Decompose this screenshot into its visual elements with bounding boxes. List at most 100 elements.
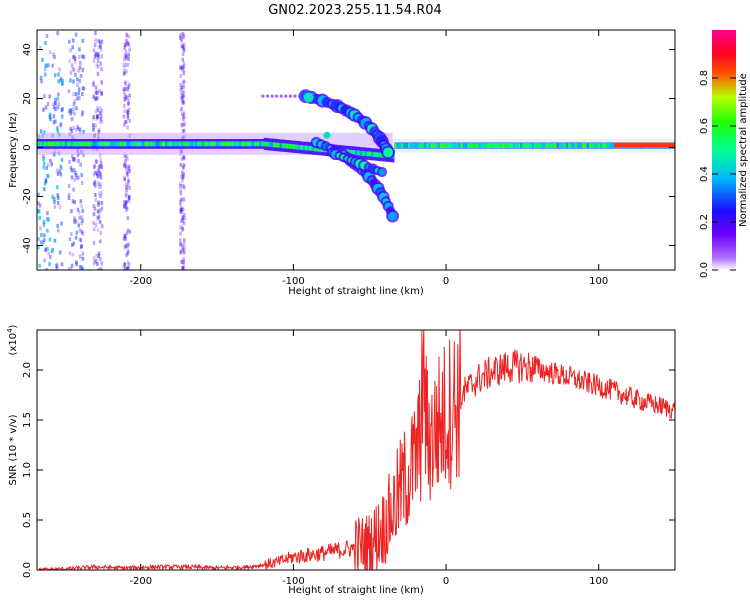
heatmap-cell [446,143,450,148]
heatmap-cell [182,71,186,76]
heatmap-cell [357,150,361,156]
heatmap-cell [188,141,191,147]
heatmap-cell [252,141,255,147]
heatmap-cell [103,141,106,147]
heatmap-cell [100,67,103,72]
heatmap-cell [81,218,84,223]
heatmap-cell [82,153,85,158]
heatmap-cell [99,239,102,244]
heatmap-cell [127,43,131,48]
heatmap-cell [405,143,409,148]
heatmap-cell [492,143,496,148]
heatmap-cell [128,168,131,173]
heatmap-cell [38,209,41,214]
heatmap-blob [383,147,393,158]
heatmap-cell [68,39,71,44]
heatmap-cell [554,143,557,148]
heatmap-cell [99,61,102,66]
heatmap-cell [123,245,126,250]
heatmap-cell [504,143,507,148]
heatmap-cell [215,141,219,147]
heatmap-cell [304,145,308,151]
heatmap-cell [124,53,128,58]
heatmap-blob [293,94,297,98]
heatmap-cell [123,162,126,167]
heatmap-cell [182,61,186,65]
x-tick-label: 0 [443,576,449,587]
heatmap-cell [79,199,83,204]
heatmap-cell [414,143,418,148]
heatmap-cell [183,111,186,116]
heatmap-cell [153,141,157,147]
heatmap-cell [182,46,186,51]
heatmap-cell [99,184,102,189]
heatmap-cell [58,67,61,72]
heatmap-cell [54,119,57,124]
heatmap-cell [284,143,287,149]
heatmap-cell [57,79,60,84]
heatmap-cell [156,141,159,147]
heatmap-cell [182,175,185,180]
heatmap-cell [44,178,48,183]
heatmap-cell [99,157,102,162]
heatmap-cell [298,144,301,150]
heatmap-cell [50,162,53,167]
heatmap-cell [182,172,185,177]
heatmap-cell [426,143,429,148]
heatmap-cell [180,219,183,224]
heatmap-cell [127,52,130,57]
heatmap-cell [59,78,62,83]
heatmap-cell [73,200,76,205]
heatmap-cell [96,215,100,220]
heatmap-cell [93,227,96,232]
heatmap-cell [476,143,480,148]
heatmap-cell [247,141,251,147]
heatmap-cell [453,143,457,148]
heatmap-cell [52,105,56,110]
heatmap-cell [96,114,99,118]
heatmap-cell [74,92,78,97]
heatmap-cell [435,143,438,148]
heatmap-cell [125,69,128,74]
heatmap-cell [180,207,183,212]
heatmap-cell [123,66,126,71]
heatmap-cell [179,231,182,236]
heatmap-cell [42,157,45,161]
heatmap-cell [217,141,221,147]
heatmap-cell [78,237,82,242]
heatmap-cell [67,183,71,188]
heatmap-cell [182,265,186,270]
heatmap-cell [97,254,100,259]
heatmap-cell [126,267,129,270]
heatmap-cell [165,141,168,147]
heatmap-cell [75,106,78,111]
heatmap-cell [96,90,99,95]
heatmap-cell [181,57,184,62]
heatmap-cell [57,141,61,147]
heatmap-cell [182,94,186,99]
heatmap-cell [81,86,85,91]
heatmap-cell [127,99,130,103]
heatmap-cell [181,93,184,98]
heatmap-cell [439,143,443,148]
heatmap-cell [180,156,184,161]
heatmap-cell [419,143,422,148]
heatmap-cell [123,86,126,91]
heatmap-cell [483,143,486,148]
heatmap-cell [124,166,128,171]
heatmap-cell [181,265,185,270]
heatmap-cell [261,141,264,147]
heatmap-cell [179,36,182,40]
heatmap-cell [309,145,312,151]
heatmap-cell [238,141,242,147]
heatmap-cell [78,87,81,92]
heatmap-cell [506,143,509,148]
heatmap-cell [70,209,73,214]
heatmap-cell [39,141,42,147]
heatmap-cell [265,141,269,147]
heatmap-cell [99,44,102,49]
x-tick-label: -200 [129,276,152,287]
heatmap-cell [80,221,84,226]
heatmap-cell [183,100,186,105]
